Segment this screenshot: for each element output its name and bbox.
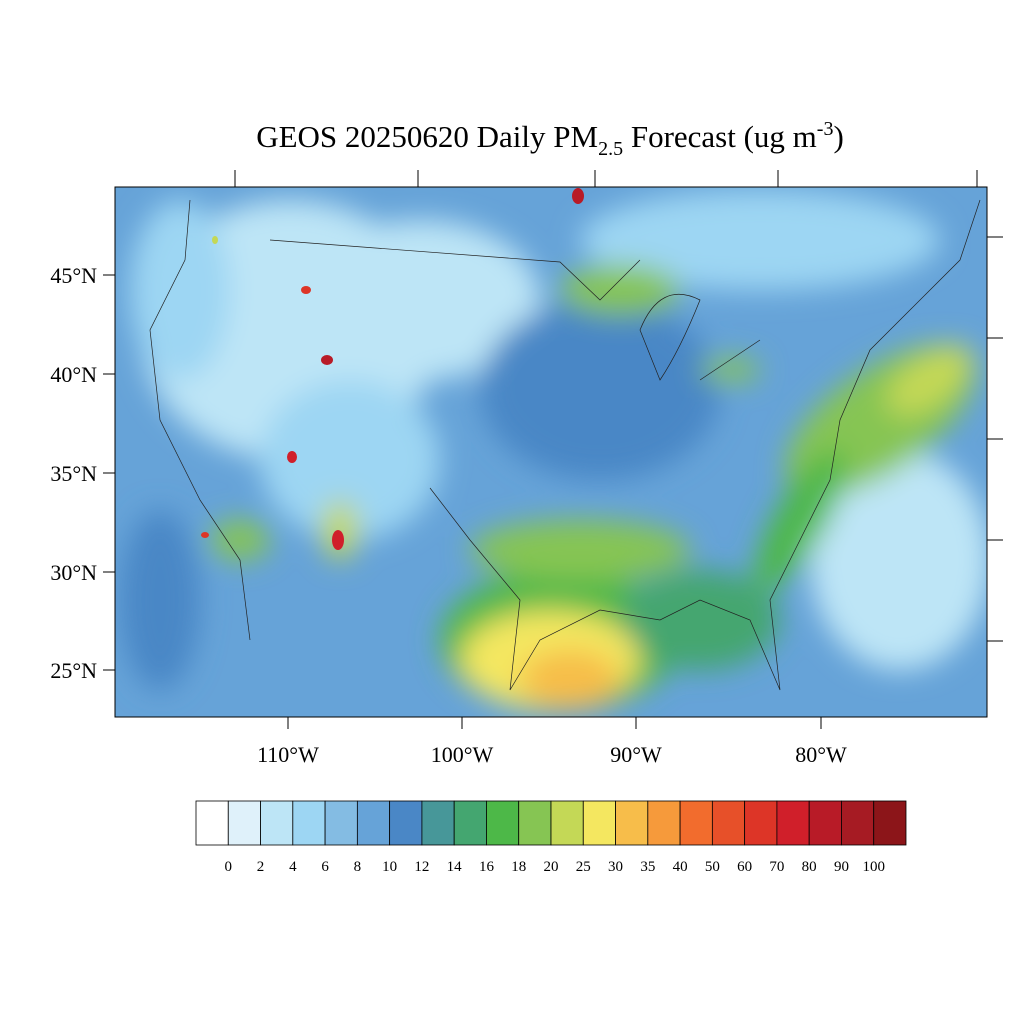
colorbar-label: 35 [640,859,655,875]
map-frame [114,186,988,718]
colorbar-label: 6 [321,859,329,875]
colorbar-box [518,800,552,846]
lat-label: 35°N [50,461,97,486]
colorbar-label: 18 [511,859,526,875]
colorbar-label: 10 [382,859,397,875]
colorbar-box [873,800,907,846]
colorbar-label: 8 [354,859,362,875]
colorbar-box [356,800,391,846]
colorbar-box [647,800,681,846]
colorbar-label: 80 [802,859,817,875]
lon-label: 100°W [431,742,494,767]
colorbar-label: 50 [705,859,720,875]
lon-label: 90°W [610,742,662,767]
colorbar-box [453,800,487,846]
colorbar-box [679,800,713,846]
colorbar-label: 25 [576,859,591,875]
colorbar-box [550,800,584,846]
title-text: Forecast (ug m [623,119,817,154]
colorbar-label: 70 [769,859,784,875]
colorbar-box [421,800,455,846]
colorbar-box [711,800,746,846]
lon-label: 80°W [795,742,847,767]
colorbar: 0 2 4 6 8 10 12 14 16 18 20 25 30 35 40 50 60 70 80 90 100 [195,800,907,875]
colorbar-box [292,800,326,846]
colorbar-label: 2 [257,859,265,875]
map-axes: 45°N 40°N 35°N 30°N 25°N 110°W 100°W 90°W 80°W [50,170,1003,767]
colorbar-box [324,800,358,846]
colorbar-label: 40 [673,859,688,875]
title-text: GEOS 20250620 Daily PM [256,119,598,154]
colorbar-label: 90 [834,859,849,875]
lat-label: 30°N [50,560,97,585]
lat-label: 40°N [50,362,97,387]
colorbar-box [389,800,423,846]
colorbar-box [227,800,261,846]
lat-label: 25°N [50,658,97,683]
title: GEOS 20250620 Daily PM2.5 Forecast (ug m… [256,118,844,160]
colorbar-label: 0 [225,859,233,875]
colorbar-box [615,800,649,846]
colorbar-label: 4 [289,859,297,875]
colorbar-box [808,800,842,846]
colorbar-label: 16 [479,859,495,875]
colorbar-label: 20 [544,859,559,875]
colorbar-label: 14 [447,859,463,875]
title-subscript: 2.5 [598,138,623,160]
colorbar-label: 60 [737,859,752,875]
colorbar-box [582,800,616,846]
title-text: ) [833,119,843,154]
colorbar-box [260,800,294,846]
colorbar-label: 100 [862,859,885,875]
colorbar-box [841,800,875,846]
colorbar-box [776,800,810,846]
pm25-field [115,187,987,717]
title-superscript: -3 [817,118,834,140]
colorbar-label: 12 [414,859,429,875]
colorbar-box [486,800,520,846]
lat-label: 45°N [50,263,97,288]
lon-label: 110°W [257,742,319,767]
colorbar-box [195,800,229,846]
colorbar-box [744,800,778,846]
colorbar-label: 30 [608,859,623,875]
